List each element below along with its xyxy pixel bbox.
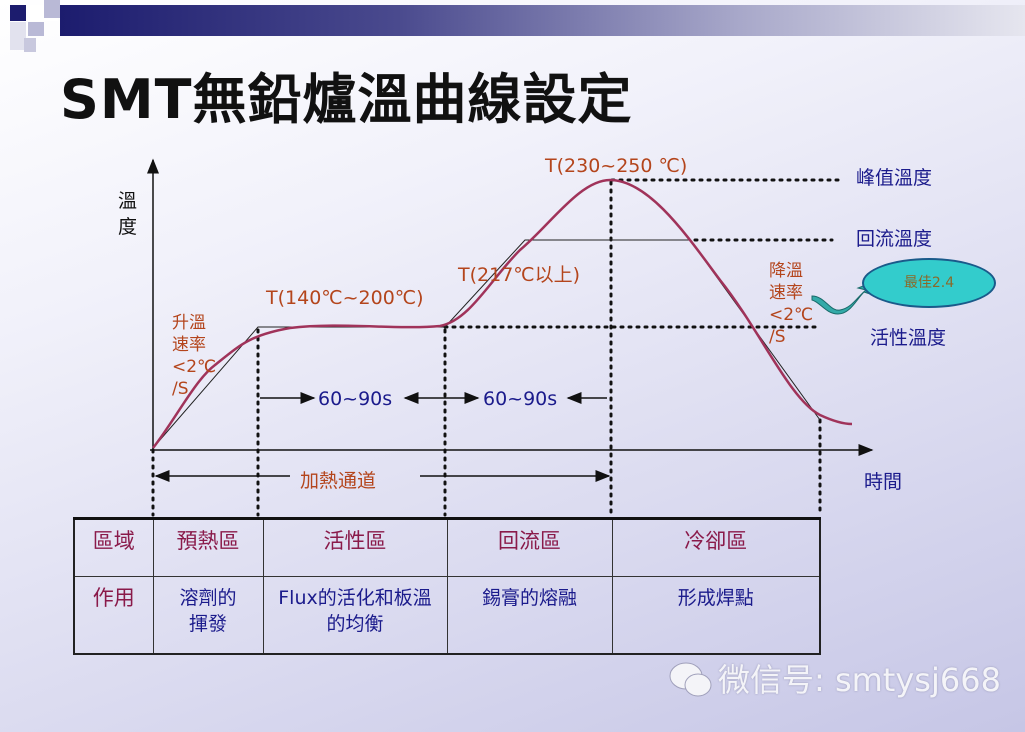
table-cell: Flux的活化和板溫的均衡 — [262, 576, 448, 655]
table-row: 區域 預熱區 活性區 回流區 冷卻區 — [73, 518, 821, 577]
decor-square — [24, 38, 36, 52]
text: 速率 — [172, 335, 206, 355]
zone-table: 區域 預熱區 活性區 回流區 冷卻區 作用 溶劑的揮發 Flux的活化和板溫的均… — [73, 517, 821, 655]
soak-time-label: 60~90s — [318, 388, 393, 410]
text: 速率 — [769, 283, 803, 303]
reflow-level-label: 回流溫度 — [856, 228, 933, 250]
ramp-down-label: 降溫 速率 <2℃ /S — [769, 260, 813, 348]
decor-square — [28, 22, 44, 36]
text: /S — [172, 379, 189, 399]
curved-arrow-icon — [811, 283, 871, 315]
active-level-label: 活性溫度 — [870, 327, 947, 349]
text: 升溫 — [172, 313, 206, 333]
reflow-time-label: 60~90s — [483, 388, 558, 410]
table-cell: 作用 — [73, 576, 154, 655]
table-row: 作用 溶劑的揮發 Flux的活化和板溫的均衡 錫膏的熔融 形成焊點 — [73, 576, 821, 655]
table-cell: 預熱區 — [152, 518, 264, 577]
text: <2℃ — [172, 357, 217, 377]
watermark: 微信号: smtysj668 — [718, 661, 1001, 699]
text: /S — [769, 327, 786, 347]
header-bar — [60, 5, 1025, 36]
decor-square — [44, 0, 60, 18]
page-title: SMT無鉛爐溫曲線設定 — [60, 68, 633, 131]
reflow-temp-label: T(217℃以上) — [458, 264, 581, 286]
best-rate-bubble: 最佳2.4 — [862, 258, 996, 308]
peak-temp-label: T(230~250 ℃) — [545, 155, 688, 177]
text: 降溫 — [769, 261, 803, 281]
heating-channel-label: 加熱通道 — [300, 470, 377, 492]
peak-level-label: 峰值溫度 — [856, 167, 933, 189]
table-cell: 溶劑的揮發 — [152, 576, 264, 655]
ramp-up-label: 升溫 速率 <2℃ /S — [172, 312, 216, 400]
time-arrows — [154, 392, 611, 482]
wechat-icon — [669, 662, 712, 697]
table-cell: 區域 — [73, 518, 154, 577]
table-cell: 活性區 — [262, 518, 448, 577]
table-cell: 錫膏的熔融 — [446, 576, 613, 655]
y-axis-label: 溫度 — [118, 190, 138, 238]
x-axis-label: 時間 — [864, 471, 903, 493]
table-cell: 回流區 — [446, 518, 613, 577]
soak-temp-label: T(140℃~200℃) — [266, 287, 424, 309]
decor-square — [10, 5, 26, 21]
temperature-curve — [152, 178, 853, 449]
decor-square — [10, 22, 26, 50]
table-cell: 冷卻區 — [611, 518, 821, 577]
guide-lines — [151, 178, 842, 517]
text: <2℃ — [769, 305, 814, 325]
table-cell: 形成焊點 — [611, 576, 821, 655]
